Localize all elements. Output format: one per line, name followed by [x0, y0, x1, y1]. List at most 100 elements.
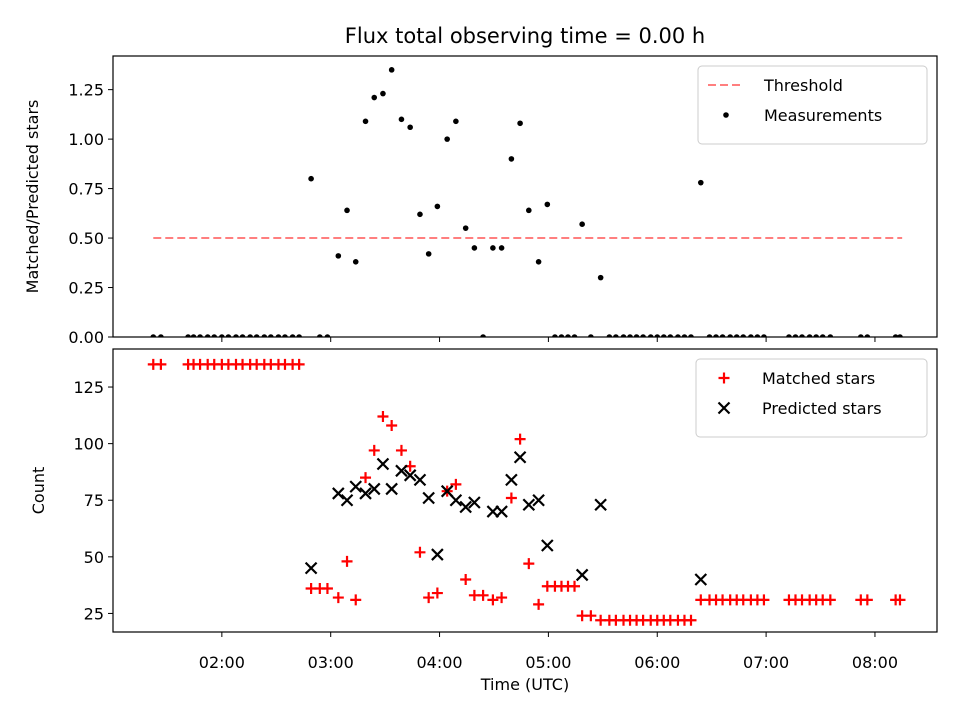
matched-stars-point [460, 573, 472, 585]
measurements-point [508, 156, 515, 162]
measurements-point [219, 334, 225, 337]
predicted-stars-point [513, 450, 527, 464]
predicted-stars-point [332, 487, 345, 500]
measurements-point [727, 334, 733, 337]
measurements-point [733, 334, 740, 337]
measurements-point [335, 253, 342, 259]
matched-stars-point [395, 444, 407, 456]
measurements-point [296, 334, 302, 337]
measurements-point [544, 201, 551, 208]
measurements-point [660, 334, 667, 337]
ratio-panel-frame [112, 55, 938, 338]
measurements-point [786, 334, 792, 337]
matched-stars-point [894, 594, 906, 606]
count-legend: Matched stars Predicted stars [695, 358, 928, 438]
x-tick-label: 03:00 [308, 653, 354, 672]
ratio-y-tick-label: 1.00 [68, 130, 104, 149]
measurements-point [688, 334, 694, 337]
measurements-point [640, 334, 646, 337]
measurements-point [806, 334, 813, 337]
measurements-legend-label: Measurements [764, 106, 882, 125]
measurements-point [317, 334, 323, 337]
measurements-point [819, 334, 826, 337]
measurements-point [740, 334, 747, 337]
measurements-point [371, 94, 378, 101]
measurements-point [719, 334, 726, 337]
predicted-stars-point [431, 548, 444, 561]
measurements-point [480, 334, 486, 337]
predicted-stars-legend-label: Predicted stars [762, 399, 882, 418]
measurements-point [462, 225, 469, 231]
count-panel-frame [112, 348, 938, 633]
matched-stars-point [414, 546, 426, 558]
measurements-point [158, 334, 164, 337]
count-y-tick-label: 100 [73, 435, 104, 454]
matched-stars-point [377, 410, 389, 422]
measurements-point [498, 245, 505, 251]
measurements-point [754, 334, 761, 337]
measurements-point [552, 334, 558, 337]
measurements-point [239, 334, 246, 337]
x-tick-label: 08:00 [852, 653, 898, 672]
measurements-point [425, 251, 432, 257]
measurements-point [620, 334, 627, 337]
measurements-point [282, 334, 288, 337]
ratio-legend: Threshold Measurements [697, 65, 928, 145]
count-panel: 25 50 75 100 125 Count Matched stars Predicte… [29, 348, 938, 633]
measurements-point [225, 334, 232, 337]
count-y-axis-label: Count [29, 467, 48, 515]
measurements-point [204, 334, 211, 337]
measurements-point [289, 334, 296, 337]
measurements-point [748, 334, 754, 337]
predicted-stars-point [367, 482, 381, 496]
measurements-point [324, 334, 331, 337]
measurements-point [579, 221, 585, 228]
matched-stars-point [685, 614, 697, 626]
measurements-point [444, 136, 450, 142]
count-y-tick-label: 50 [84, 548, 104, 567]
matched-stars-point [523, 558, 535, 570]
ratio-y-axis-label: Matched/Predicted stars [23, 100, 42, 294]
count-legend-frame [695, 358, 928, 438]
predicted-stars-point [541, 539, 554, 552]
measurements-point [792, 334, 799, 337]
predicted-stars-point [505, 473, 518, 487]
measurements-point [526, 207, 532, 214]
matched-stars-point [321, 583, 333, 595]
measurements-point [667, 334, 674, 337]
measurements-point [185, 334, 191, 337]
measurements-point [597, 274, 604, 281]
matched-stars-legend-label: Matched stars [762, 369, 875, 388]
matched-stars-point [824, 594, 836, 606]
threshold-legend-label: Threshold [763, 76, 843, 95]
predicted-stars-point [385, 482, 398, 496]
measurements-point [275, 334, 282, 337]
measurements-point [434, 203, 441, 210]
ratio-panel: 0.00 0.25 0.50 0.75 1.00 1.25 Matched/Predict… [23, 55, 938, 347]
count-y-tick-label: 25 [84, 604, 104, 623]
x-axis-label: Time (UTC) [480, 675, 569, 694]
measurements-point [706, 334, 713, 337]
matched-stars-point [533, 598, 545, 610]
predicted-stars-point [532, 493, 545, 507]
ratio-y-tick-label: 0.75 [68, 180, 104, 199]
measurements-point [268, 334, 274, 337]
count-y-tick-label: 125 [73, 378, 104, 397]
measurements-point [453, 118, 459, 125]
measurements-point [261, 334, 268, 337]
measurements-point [892, 334, 899, 337]
matched-stars-point [341, 555, 353, 567]
x-tick-label: 02:00 [199, 653, 245, 672]
matched-stars-point [293, 358, 305, 370]
measurements-point [571, 334, 578, 337]
x-tick-label: 06:00 [634, 653, 680, 672]
x-tick-label: 05:00 [525, 653, 571, 672]
measurements-point [352, 259, 359, 265]
predicted-stars-point [694, 573, 708, 586]
matched-stars-point [350, 594, 362, 606]
predicted-stars-point [413, 473, 427, 487]
predicted-stars-point [575, 568, 589, 582]
ratio-legend-frame [697, 65, 928, 145]
measurements-point [799, 334, 805, 337]
predicted-stars-point [522, 498, 536, 512]
